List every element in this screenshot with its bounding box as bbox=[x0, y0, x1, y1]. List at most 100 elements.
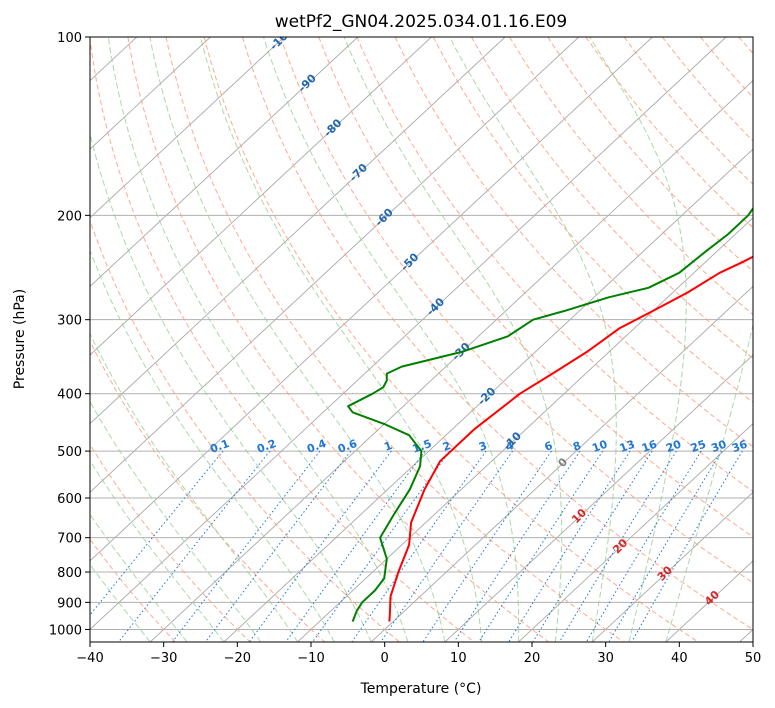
moist-adiabat-line bbox=[90, 249, 335, 642]
isotherm-line bbox=[90, 37, 506, 425]
y-tick-label: 200 bbox=[57, 209, 82, 224]
mixing-ratio-line bbox=[508, 450, 631, 642]
y-axis: 1000 900 800 700 600 500 400 300 200 100 bbox=[49, 31, 90, 638]
isotherm-line bbox=[90, 37, 285, 219]
x-tick-label: 0 bbox=[381, 651, 389, 666]
dry-adiabat-line bbox=[623, 37, 753, 186]
isotherm-line bbox=[518, 422, 753, 642]
mixing-ratio-line bbox=[312, 450, 451, 642]
dry-adiabat-line bbox=[394, 37, 753, 448]
mixing-ratio-label: 16 bbox=[640, 438, 659, 456]
x-tick-label: 30 bbox=[597, 651, 614, 666]
mixing-ratio-line bbox=[171, 450, 321, 642]
mixing-ratio-line bbox=[558, 450, 677, 642]
dry-adiabat-line bbox=[90, 538, 176, 642]
dewpoint-profile-line bbox=[347, 206, 753, 622]
x-axis-label: Temperature (°C) bbox=[360, 681, 482, 697]
mixing-ratio-label: 30 bbox=[709, 438, 728, 456]
chart-title: wetPf2_GN04.2025.034.01.16.E09 bbox=[275, 12, 567, 32]
x-tick-label: −40 bbox=[76, 651, 103, 666]
mixing-ratio-label: 13 bbox=[618, 438, 637, 455]
x-tick-label: −10 bbox=[297, 651, 324, 666]
mixing-ratio-label: 3 bbox=[477, 439, 489, 454]
isotherm-line bbox=[90, 37, 727, 631]
mixing-ratio-label: 4 bbox=[504, 439, 516, 454]
mixing-ratio-label: 0.6 bbox=[336, 437, 359, 456]
mixing-ratio-label: 0.4 bbox=[305, 437, 328, 456]
isotherm-line bbox=[90, 37, 580, 493]
temperature-profile-line bbox=[388, 255, 753, 622]
mixing-ratio-line bbox=[205, 450, 352, 642]
dry-adiabat-line bbox=[127, 37, 550, 642]
mixing-ratio-label: 20 bbox=[664, 438, 683, 456]
plot-frame bbox=[89, 36, 754, 643]
y-tick-label: 300 bbox=[57, 314, 82, 329]
moist-adiabat-line bbox=[90, 332, 298, 642]
y-tick-label: 700 bbox=[57, 532, 82, 547]
dry-adiabat-line bbox=[471, 37, 753, 359]
mixing-ratio-line bbox=[380, 450, 514, 642]
mixing-ratio-label: 2 bbox=[441, 439, 453, 454]
dry-adiabat-line bbox=[241, 37, 753, 631]
dry-adiabat-line bbox=[356, 37, 753, 493]
x-tick-label: −20 bbox=[224, 651, 251, 666]
mixing-ratio-line bbox=[285, 450, 426, 642]
dry-adiabat-line bbox=[203, 37, 699, 642]
mixing-ratio-line bbox=[585, 450, 702, 642]
mixing-ratio-label: 36 bbox=[730, 438, 749, 456]
isotherm-line bbox=[90, 37, 211, 150]
dry-adiabat-line bbox=[509, 37, 753, 316]
mixing-ratio-line bbox=[422, 450, 552, 642]
moist-adiabat-line bbox=[149, 37, 446, 642]
x-tick-label: 50 bbox=[745, 651, 762, 666]
isotherm-line bbox=[297, 217, 753, 642]
dry-adiabat-line bbox=[165, 37, 624, 642]
y-tick-label: 1000 bbox=[49, 623, 82, 638]
plot-area: 0.1 0.2 0.4 0.6 1 1.5 2 3 4 6 8 10 13 16 20 25 30 36-100-… bbox=[90, 37, 753, 642]
mixing-ratio-line bbox=[351, 450, 487, 642]
mixing-ratio-line bbox=[631, 450, 743, 642]
mixing-ratio-label: 1.5 bbox=[411, 437, 434, 456]
moist-adiabat-line bbox=[90, 459, 225, 642]
isotherm-line bbox=[444, 354, 753, 642]
x-tick-label: 10 bbox=[450, 651, 467, 666]
isotherm-line bbox=[370, 285, 753, 642]
moist-adiabat-line bbox=[263, 37, 520, 642]
y-tick-label: 100 bbox=[57, 31, 82, 46]
dry-adiabat-line bbox=[90, 219, 400, 642]
isotherm-line bbox=[90, 37, 359, 288]
y-axis-label: Pressure (hPa) bbox=[12, 289, 28, 389]
moist-adiabat-line bbox=[107, 37, 409, 642]
y-tick-label: 800 bbox=[57, 566, 82, 581]
x-axis: −40 −30 −20 −10 0 10 20 30 40 50 bbox=[76, 642, 761, 666]
mixing-ratio-label: 6 bbox=[543, 439, 555, 454]
y-tick-label: 600 bbox=[57, 492, 82, 507]
y-tick-label: 400 bbox=[57, 388, 82, 403]
mixing-ratio-label: 25 bbox=[689, 438, 708, 455]
dry-adiabat-line bbox=[280, 37, 753, 584]
mixing-ratio-line bbox=[608, 450, 723, 642]
moist-adiabat-line bbox=[90, 132, 372, 642]
mixing-ratio-label: 8 bbox=[571, 439, 583, 454]
isotherm-line bbox=[90, 37, 432, 356]
dry-adiabat-line bbox=[90, 37, 475, 642]
mixing-ratio-label: 0.2 bbox=[255, 437, 278, 456]
y-tick-label: 500 bbox=[57, 445, 82, 460]
mixing-ratio-label: 0.1 bbox=[208, 437, 231, 456]
isotherm-line bbox=[591, 491, 753, 642]
moist-adiabat-line bbox=[90, 400, 262, 642]
isotherm-line bbox=[90, 37, 653, 562]
dry-adiabat-line bbox=[90, 443, 251, 642]
moist-adiabat-line bbox=[589, 37, 687, 642]
isotherm-line bbox=[223, 148, 753, 642]
mixing-ratio-label: 1 bbox=[382, 439, 394, 454]
dry-adiabat-line bbox=[318, 37, 753, 538]
mixing-ratio-line bbox=[532, 450, 653, 642]
x-tick-label: −30 bbox=[150, 651, 177, 666]
mixing-ratio-line bbox=[90, 450, 224, 616]
moist-adiabat-line bbox=[200, 37, 483, 642]
moist-adiabat-line bbox=[449, 37, 617, 642]
moist-adiabat-line bbox=[343, 37, 563, 642]
